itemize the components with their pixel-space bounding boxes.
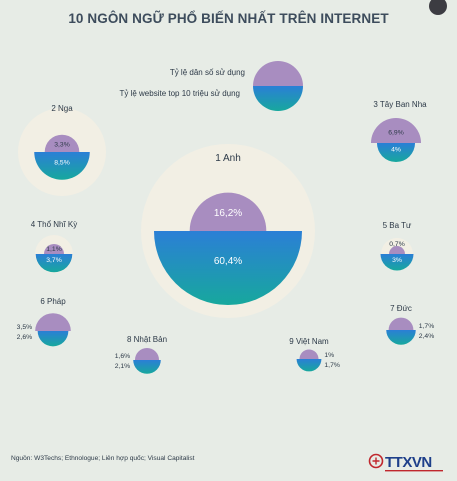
lang-3-label: 3 Tây Ban Nha [373, 100, 427, 109]
lang-6-websites-value: 2,6% [17, 334, 33, 341]
lang-8-label: 8 Nhật Bản [127, 335, 167, 344]
lang-9-websites-value: 1,7% [324, 362, 340, 369]
lang-5-population-value: 0,7% [389, 241, 405, 248]
lang-7-population-mark [388, 317, 414, 330]
legend-websites-mark [253, 86, 303, 111]
lang-3-population-value: 6,9% [388, 130, 404, 137]
lang-2-population-value: 3,3% [54, 141, 70, 148]
lang-4-population-mark [44, 244, 64, 254]
lang-8-population-value: 1,6% [115, 353, 131, 360]
lang-6-population-value: 3,5% [17, 324, 33, 331]
source-note: Nguồn: W3Techs; Ethnologue; Liên hợp quố… [11, 455, 195, 462]
lang-1-label: 1 Anh [215, 153, 241, 164]
lang-2-label: 2 Nga [51, 104, 73, 113]
lang-2-websites-value: 8,5% [54, 159, 70, 166]
ttxvn-logo: TTXVN [368, 450, 450, 476]
lang-6-websites-mark [37, 331, 69, 347]
lang-9-label: 9 Việt Nam [289, 337, 329, 346]
lang-8-websites-value: 2,1% [115, 363, 131, 370]
lang-5-websites-mark [380, 254, 414, 271]
legend-population-label: Tỷ lệ dân số sử dụng [170, 68, 245, 77]
legend-websites-label: Tỷ lệ website top 10 triệu sử dụng [119, 89, 240, 98]
lang-8-population-mark [134, 347, 160, 360]
lang-6-population-mark [35, 313, 71, 331]
lang-9-population-value: 1% [324, 352, 334, 359]
lang-6-label: 6 Pháp [40, 297, 66, 306]
lang-5-population-mark [389, 246, 405, 254]
lang-3-websites-value: 4% [391, 147, 401, 154]
lang-7-websites-mark [386, 330, 416, 345]
corner-dot [429, 0, 447, 15]
lang-4-websites-value: 3,7% [46, 257, 62, 264]
lang-3-population-mark [370, 118, 422, 143]
lang-1-websites-value: 60,4% [214, 256, 242, 267]
lang-2-population-mark [44, 134, 80, 152]
chart-title: 10 NGÔN NGỮ PHỔ BIẾN NHẤT TRÊN INTERNET [68, 11, 389, 26]
lang-1-websites-mark [154, 231, 302, 305]
lang-5-label: 5 Ba Tư [383, 221, 412, 230]
lang-7-websites-value: 2,4% [419, 333, 435, 340]
lang-2-websites-mark [34, 152, 90, 180]
lang-8-websites-mark [133, 360, 161, 374]
lang-1-population-mark [189, 192, 267, 231]
lang-3-websites-mark [376, 143, 416, 163]
lang-7-label: 7 Đức [390, 304, 412, 313]
lang-1-population-value: 16,2% [214, 208, 242, 219]
lang-4-websites-mark [35, 254, 73, 273]
lang-9-websites-mark [296, 359, 322, 372]
lang-4-population-value: 1,1% [46, 246, 62, 253]
legend-population-mark [253, 61, 303, 86]
svg-text:TTXVN: TTXVN [385, 454, 432, 471]
lang-9-population-mark [299, 349, 319, 359]
lang-7-population-value: 1,7% [419, 323, 435, 330]
lang-4-label: 4 Thổ Nhĩ Kỳ [31, 220, 78, 229]
lang-5-websites-value: 3% [392, 257, 402, 264]
